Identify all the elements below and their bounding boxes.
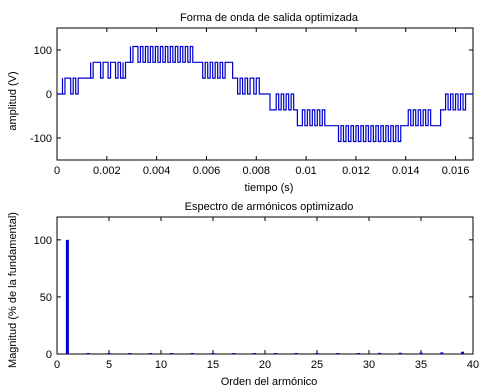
waveform-xtick-label: 0.006 [193,165,221,177]
waveform-xtick-label: 0.004 [143,165,171,177]
spectrum-xtick-label: 35 [415,359,427,371]
spectrum-bar-h13 [190,353,194,354]
spectrum-xtick-label: 20 [259,359,271,371]
spectrum-bar-h35 [419,352,423,354]
waveform-xtick-label: 0.008 [243,165,271,177]
spectrum-bar-h17 [232,353,236,354]
spectrum-bar-h25 [315,353,319,354]
spectrum-xtick-label: 40 [467,359,479,371]
waveform-title: Forma de onda de salida optimizada [180,12,359,24]
waveform-series-line [57,45,473,143]
waveform-xlabel: tiempo (s) [245,182,294,194]
spectrum-ytick-label: 100 [34,235,52,247]
waveform-xtick-label: 0.014 [392,165,420,177]
waveform-xtick-label: 0.01 [295,165,316,177]
spectrum-bar-h39 [461,351,465,354]
spectrum-xtick-label: 5 [106,359,112,371]
waveform-chart: Forma de onda de salida optimizada 0 0.00… [7,12,474,194]
spectrum-xtick-label: 25 [311,359,323,371]
spectrum-ytick-label: 50 [40,292,52,304]
spectrum-axes-frame [56,216,474,355]
waveform-ytick-label: 0 [46,89,52,101]
waveform-xtick-label: 0.002 [93,165,121,177]
spectrum-xtick-label: 0 [54,359,60,371]
spectrum-chart: Espectro de armónicos optimizado 0 5 10 15 2… [7,201,479,388]
waveform-plot-area: 0 0.002 0.004 0.006 0.008 0.01 0.012 0.014 0.016… [30,27,474,177]
waveform-xtick-label: 0.012 [342,165,370,177]
spectrum-plot-area: 0 5 10 15 20 25 30 35 40 0 50 100 [34,216,479,371]
spectrum-bar-h31 [377,352,381,354]
waveform-ytick-label: 100 [34,45,52,57]
spectrum-xtick-label: 30 [363,359,375,371]
spectrum-bar-h5 [107,353,111,354]
spectrum-bar-h11 [169,353,173,354]
spectrum-ylabel: Magnitud (% de la fundamental) [7,212,19,368]
spectrum-bar-h29 [357,353,361,354]
spectrum-bar-h1 [65,239,69,354]
waveform-ylabel: amplitud (V) [7,71,19,130]
spectrum-bar-h19 [253,353,257,354]
waveform-ytick-label: -100 [30,133,52,145]
spectrum-bar-h7 [128,353,132,354]
spectrum-bar-h27 [336,353,340,354]
spectrum-bar-h21 [273,353,277,354]
spectrum-bar-h9 [149,353,153,354]
spectrum-bar-h15 [211,353,215,354]
spectrum-title: Espectro de armónicos optimizado [185,201,354,213]
spectrum-bar-h33 [398,352,402,354]
spectrum-bar-h3 [86,353,90,354]
spectrum-xtick-label: 15 [207,359,219,371]
spectrum-ytick-label: 0 [46,349,52,361]
spectrum-xlabel: Orden del armónico [221,376,318,388]
waveform-xtick-label: 0 [54,165,60,177]
spectrum-bar-h23 [294,353,298,354]
spectrum-xtick-label: 10 [155,359,167,371]
waveform-xtick-label: 0.016 [442,165,470,177]
spectrum-bar-h37 [440,352,444,354]
